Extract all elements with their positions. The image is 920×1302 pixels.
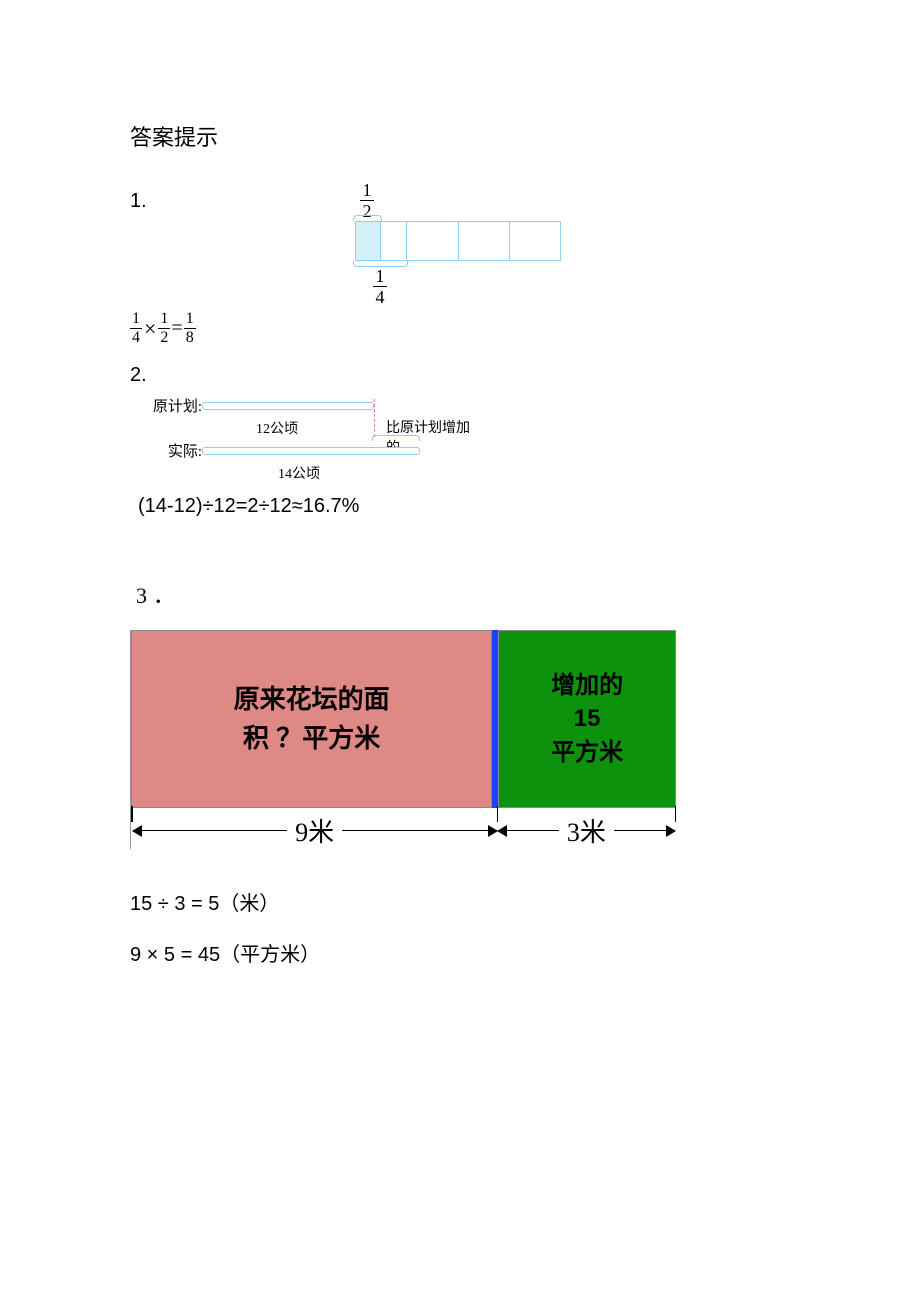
q1-top-frac-num: 1 [360,181,374,199]
q2-dashed-line [374,399,375,437]
frac-c-den: 8 [186,330,194,346]
q3-right-line1: 增加的 [551,672,623,699]
q2-actual-length: 14公顷 [278,463,480,483]
dim-tick [131,806,133,822]
q3-equation-2: 9 × 5 = 45（平方米） [130,938,790,967]
q3-left-box: 原来花坛的面 积 ？平方米 [131,630,492,808]
frac-c-num: 1 [186,311,194,327]
q1-bar-shaded-half [356,222,381,260]
arrow-right [614,830,675,832]
op-equals: = [171,317,182,340]
q3-equation-1: 15 ÷ 3 = 5（米） [130,887,790,916]
q2-label: 2. [130,364,790,387]
q1-brace-top [353,215,382,221]
q3-right-line2: 15 [574,705,601,732]
q1-bot-frac-num: 1 [373,267,387,285]
q1-figure: 1 2 1 4 [355,221,565,261]
frac-b-num: 1 [160,311,168,327]
q2-increase-brace [372,435,420,441]
q3-dim-left-text: 9米 [287,812,342,849]
q3-right-box: 增加的 15 平方米 [498,630,676,808]
q1-bar [355,221,561,261]
q3-figure: 原来花坛的面 积 ？平方米 增加的 15 平方米 9米 [130,630,676,849]
q3-dim-right-text: 3米 [559,812,614,849]
q2-plan-bar [202,402,374,410]
q2-actual-label: 实际: [140,440,202,461]
arrow-left [133,830,288,832]
page-title: 答案提示 [130,120,790,152]
arrow-right [342,830,497,832]
op-multiply: × [144,316,156,342]
q3-dim-left: 9米 [131,812,498,849]
q2-figure: 原计划: 12公顷 比原计划增加的 实际: 14公顷 [140,395,480,483]
frac-b: 1 2 [158,311,170,346]
frac-a-num: 1 [132,311,140,327]
q2-actual-bar [202,447,420,455]
frac-b-den: 2 [160,330,168,346]
q3-rects: 原来花坛的面 积 ？平方米 增加的 15 平方米 [131,630,676,808]
q1-bar-cell [459,221,510,261]
q1-bar-cell [407,221,458,261]
q2-equation: (14-12)÷12=2÷12≈16.7% [138,495,790,518]
q3-dim-right: 3米 [498,812,676,849]
dim-tick [675,806,677,822]
q3-dims: 9米 3米 [131,812,676,849]
q2-plan-label: 原计划: [140,395,202,416]
q1-bottom-fraction: 1 4 [373,267,387,306]
q1-label: 1. [130,190,790,213]
frac-c: 1 8 [184,311,196,346]
frac-a: 1 4 [130,311,142,346]
q1-equation: 1 4 × 1 2 = 1 8 [130,311,790,346]
q3-left-line1: 原来花坛的面 [234,684,390,714]
q3-label: 3． [136,578,790,610]
q2-plan-row: 原计划: [140,395,480,416]
frac-a-den: 4 [132,330,140,346]
q2-actual-bar-wrap [202,447,420,455]
q1-bar-cell [355,221,407,261]
q2-plan-bar-wrap [202,402,374,410]
q3-left-line2: 积 ？平方米 [243,723,380,753]
q1-bot-frac-den: 4 [373,288,387,306]
q1-bar-cell [510,221,561,261]
q3-right-line3: 平方米 [551,739,623,766]
arrow-left [498,830,559,832]
page: 答案提示 1. 1 2 1 4 1 4 × 1 [0,0,920,1047]
